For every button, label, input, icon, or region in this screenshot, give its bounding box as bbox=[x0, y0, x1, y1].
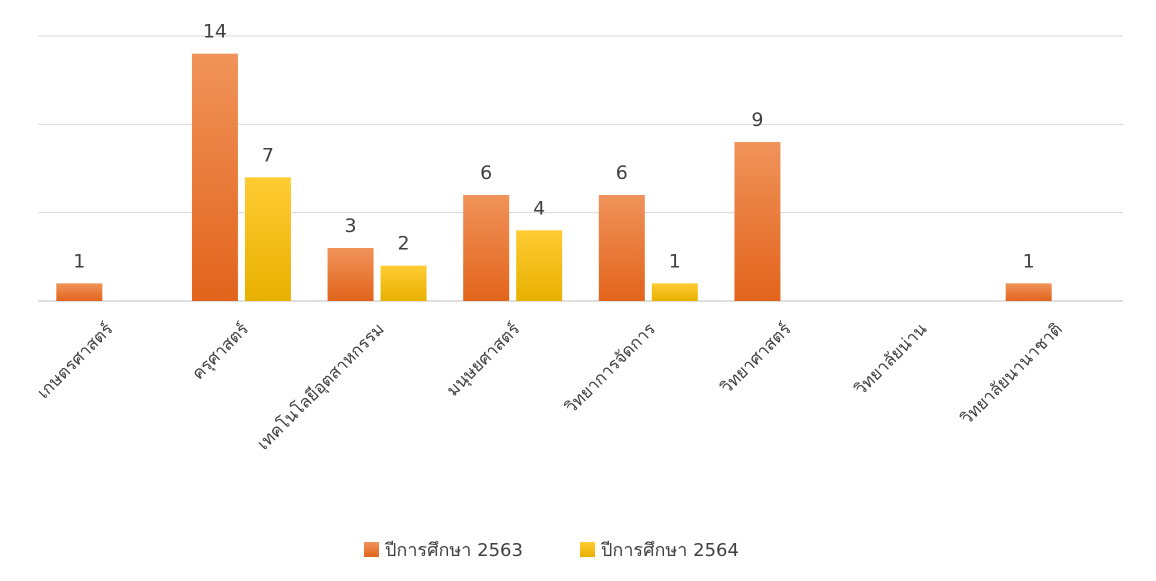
bars bbox=[56, 53, 1052, 301]
category-label: วิทยาลัยนานาชาติ bbox=[957, 319, 1067, 429]
legend-label: ปีการศึกษา 2564 bbox=[601, 540, 739, 561]
bar-2563-4 bbox=[598, 195, 645, 301]
data-label: 7 bbox=[262, 144, 274, 166]
category-label: เกษตรศาสตร์ bbox=[34, 319, 118, 403]
bar-2563-1 bbox=[191, 53, 238, 301]
legend-swatch bbox=[364, 542, 379, 557]
bar-2563-5 bbox=[734, 142, 781, 301]
bar-2564-3 bbox=[516, 230, 563, 301]
data-label: 1 bbox=[73, 250, 85, 272]
legend-label: ปีการศึกษา 2563 bbox=[385, 540, 523, 561]
category-label: วิทยาการจัดการ bbox=[561, 319, 660, 418]
legend-swatch bbox=[580, 542, 595, 557]
data-label: 1 bbox=[1023, 250, 1035, 272]
bar-2563-0 bbox=[56, 283, 103, 301]
category-label: มนุษยศาสตร์ bbox=[443, 319, 524, 400]
category-label: วิทยาลัยน่าน bbox=[851, 319, 932, 400]
category-label: วิทยาศาสตร์ bbox=[717, 319, 796, 398]
data-label: 14 bbox=[203, 21, 227, 43]
data-label: 6 bbox=[480, 162, 492, 184]
bar-2564-1 bbox=[244, 177, 291, 301]
data-label: 3 bbox=[345, 215, 357, 237]
legend: ปีการศึกษา 2563 ปีการศึกษา 2564 bbox=[364, 540, 739, 561]
bar-2563-2 bbox=[327, 248, 374, 301]
bar-2564-4 bbox=[651, 283, 698, 301]
category-label: เทคโนโลยีอุตสาหกรรม bbox=[253, 319, 389, 455]
category-label: ครุศาสตร์ bbox=[188, 319, 253, 384]
data-label: 4 bbox=[533, 197, 545, 219]
bar-2563-3 bbox=[463, 195, 510, 301]
category-labels: เกษตรศาสตร์ ครุศาสตร์ เทคโนโลยีอุตสาหกรรม ม… bbox=[34, 319, 1067, 455]
data-label: 6 bbox=[616, 162, 628, 184]
data-label: 1 bbox=[669, 250, 681, 272]
bar-2563-7 bbox=[1005, 283, 1052, 301]
bar-2564-2 bbox=[380, 265, 427, 301]
data-label: 9 bbox=[751, 109, 763, 131]
data-label: 2 bbox=[398, 233, 410, 255]
data-labels: 1 14 7 3 2 6 4 6 1 9 1 bbox=[73, 21, 1034, 273]
